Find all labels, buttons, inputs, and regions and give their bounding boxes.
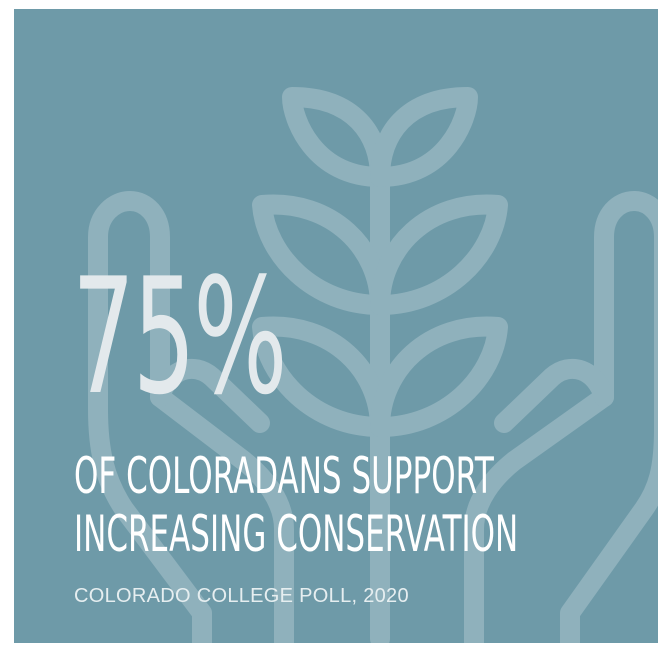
top-left-leaf — [282, 87, 390, 187]
stat-value: 75% — [72, 243, 288, 430]
left-thumb — [150, 358, 270, 433]
infographic-card: 75% OF COLORADANS SUPPORT INCREASING CON… — [14, 9, 658, 643]
middle-left-leaf — [252, 194, 390, 315]
headline-line-1: OF COLORADANS SUPPORT — [74, 447, 494, 505]
lower-left-leaf — [252, 316, 390, 437]
headline-line-2: INCREASING CONSERVATION — [74, 505, 519, 563]
stat-headline: OF COLORADANS SUPPORT INCREASING CONSERV… — [74, 447, 518, 563]
right-thumb — [494, 358, 614, 433]
hands-holding-plant-icon — [88, 87, 658, 643]
lower-right-leaf — [370, 316, 508, 437]
top-right-leaf — [370, 87, 478, 187]
middle-right-leaf — [370, 194, 508, 315]
stat-source: COLORADO COLLEGE POLL, 2020 — [74, 585, 409, 607]
left-hand — [88, 191, 294, 643]
right-hand — [464, 191, 658, 643]
